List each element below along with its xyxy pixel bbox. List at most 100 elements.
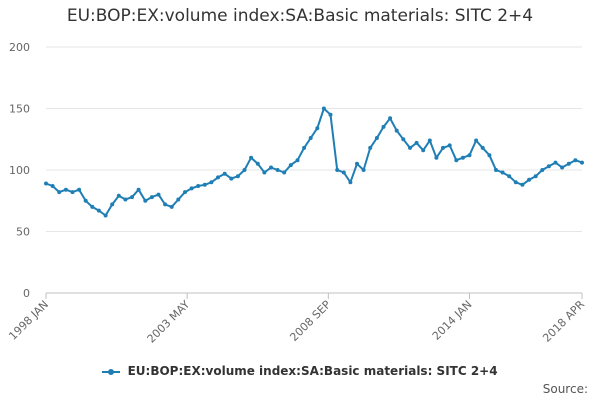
data-point [520,182,525,187]
data-point [63,187,68,192]
data-point [275,168,280,172]
data-point [196,184,201,188]
data-point [149,195,154,200]
series-layer [44,106,584,218]
data-point [90,204,95,209]
data-point [183,190,187,195]
data-point [507,174,512,179]
data-point [222,171,227,176]
data-point [315,126,320,131]
data-point [474,138,479,143]
data-point [388,116,393,121]
data-point [566,161,571,166]
data-point [441,145,445,150]
data-point [209,180,214,185]
data-point [57,190,62,195]
data-point [321,106,326,111]
x-tick-label: 2018 APR [540,298,587,345]
data-point [348,180,353,185]
x-tick-label: 2014 JAN [430,298,475,343]
data-point [50,184,55,188]
data-point [136,187,141,192]
data-point [308,136,313,140]
data-point [130,195,134,200]
data-point [427,138,432,143]
data-point [494,168,498,172]
data-point [341,170,346,175]
data-point [169,204,174,209]
data-point [480,145,485,150]
data-point [156,192,161,197]
data-point [110,202,115,207]
data-point [500,170,505,175]
data-point [103,213,108,218]
data-point [573,158,578,163]
y-tick-label: 150 [9,103,30,116]
data-point [202,182,207,187]
data-point [355,161,359,166]
data-point [434,155,439,160]
data-point [447,143,452,148]
data-point [560,165,565,170]
data-point [255,161,260,166]
x-tick-label: 2003 MAY [145,298,193,346]
grid-layer [46,46,582,294]
data-point [553,160,558,165]
x-tick-label: 2008 SEP [287,298,333,344]
y-tick-label: 50 [16,226,30,239]
data-point [361,168,366,172]
data-point [454,158,459,163]
axis-layer: 0 50 100 150 200 1998 JAN 2003 MAY 2008 SEP 2014… [6,41,587,346]
data-point [249,155,254,160]
data-point [176,197,181,202]
data-point [143,198,148,203]
data-point [44,181,48,186]
data-point [216,175,220,180]
source-label: Source: [542,382,588,396]
data-point [487,153,492,158]
data-point [77,187,82,192]
data-point [335,168,340,172]
data-point [421,148,426,153]
data-point [580,160,584,165]
data-point [467,153,472,158]
data-point [546,164,551,169]
data-point [408,145,412,150]
data-point [116,193,121,198]
data-point [229,176,234,181]
data-point [262,170,267,175]
data-point [282,170,287,175]
y-tick-label: 200 [9,41,30,54]
data-point [381,124,386,129]
data-point [70,190,75,195]
data-point [83,198,88,203]
data-point [533,174,538,179]
data-point [189,186,194,191]
data-point [269,165,273,170]
data-point [414,140,419,145]
data-point [295,158,300,163]
data-point [123,197,128,202]
data-point [242,168,247,172]
series-line [45,107,583,217]
y-tick-label: 0 [23,287,30,300]
data-point [235,174,240,179]
data-point [460,155,465,160]
data-point [513,180,518,185]
data-point [163,202,168,207]
data-point [96,208,101,213]
legend-swatch [102,367,121,377]
data-point [302,145,307,150]
data-point [540,168,545,172]
data-point [328,112,333,117]
legend[interactable]: EU:BOP:EX:volume index:SA:Basic material… [0,364,600,378]
x-tick-label: 1998 JAN [6,298,51,343]
data-point [368,145,373,150]
chart-title: EU:BOP:EX:volume index:SA:Basic material… [66,6,534,26]
data-point [288,163,293,168]
data-point [394,128,399,133]
legend-label: EU:BOP:EX:volume index:SA:Basic material… [127,364,498,378]
data-point [374,136,379,140]
data-point [527,177,532,182]
